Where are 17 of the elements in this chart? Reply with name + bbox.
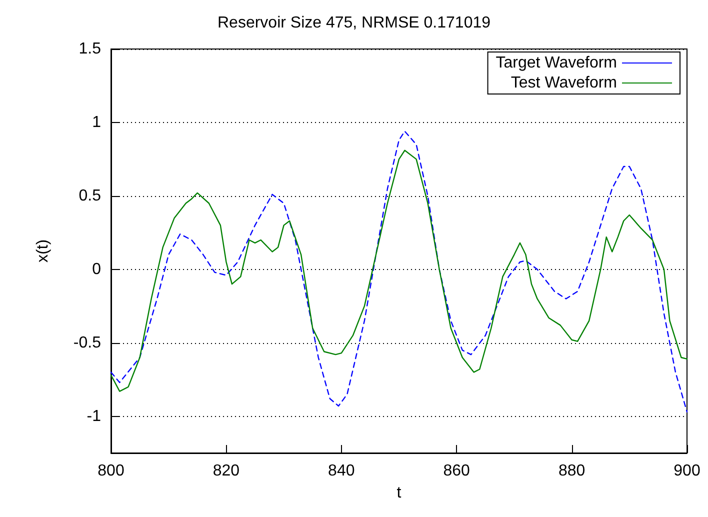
y-tick-label: -1 [86, 408, 102, 425]
x-tick-label: 860 [443, 462, 470, 480]
x-tick-label: 840 [328, 462, 355, 480]
y-axis-title: x(t) [34, 239, 52, 263]
x-tick-label: 900 [674, 462, 700, 480]
x-tick-label: 880 [558, 462, 586, 480]
y-tick-label: -0.5 [73, 334, 102, 352]
y-tick-label: 1.5 [78, 40, 102, 58]
chart-title: Reservoir Size 475, NRMSE 0.171019 [217, 14, 491, 32]
y-tick-label: 1 [92, 114, 102, 131]
y-tick-label: 0.5 [78, 187, 102, 204]
y-tick-label: 0 [92, 260, 102, 278]
x-axis-title: t [396, 484, 402, 502]
x-tick-label: 820 [212, 462, 240, 480]
x-tick-label: 800 [98, 462, 124, 480]
legend-label: Target Waveform [496, 54, 617, 72]
legend-label: Test Waveform [510, 74, 617, 92]
